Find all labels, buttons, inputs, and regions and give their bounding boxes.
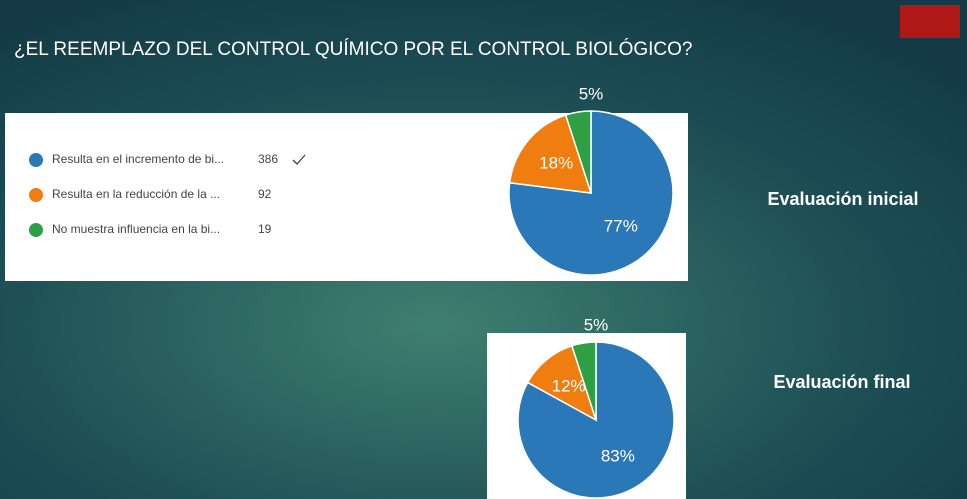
slide-title: ¿EL REEMPLAZO DEL CONTROL QUÍMICO POR EL… xyxy=(14,38,693,60)
legend-count: 19 xyxy=(258,222,272,236)
legend-label: Resulta en el incremento de bi... xyxy=(52,152,224,166)
legend-label: Resulta en la reducción de la ... xyxy=(52,187,220,201)
pie-slice xyxy=(570,341,597,421)
legend-label: No muestra influencia en la bi... xyxy=(52,222,220,236)
legend-swatch xyxy=(29,223,43,237)
legend-swatch xyxy=(29,188,43,202)
data-label: 5% xyxy=(579,85,604,104)
legend-swatch xyxy=(29,153,43,167)
legend-count: 92 xyxy=(258,187,272,201)
accent-box xyxy=(900,5,960,38)
legend-count: 386 xyxy=(258,152,278,166)
data-label: 12% xyxy=(552,376,586,395)
check-icon xyxy=(292,154,306,165)
chart-label: Evaluación final xyxy=(773,372,910,392)
pie-slice xyxy=(508,114,593,194)
data-label: 5% xyxy=(584,316,609,335)
data-label: 83% xyxy=(601,446,635,465)
chart-label: Evaluación inicial xyxy=(767,189,918,209)
data-label: 18% xyxy=(539,154,573,173)
pie-slice xyxy=(564,110,592,194)
data-label: 77% xyxy=(604,216,638,235)
